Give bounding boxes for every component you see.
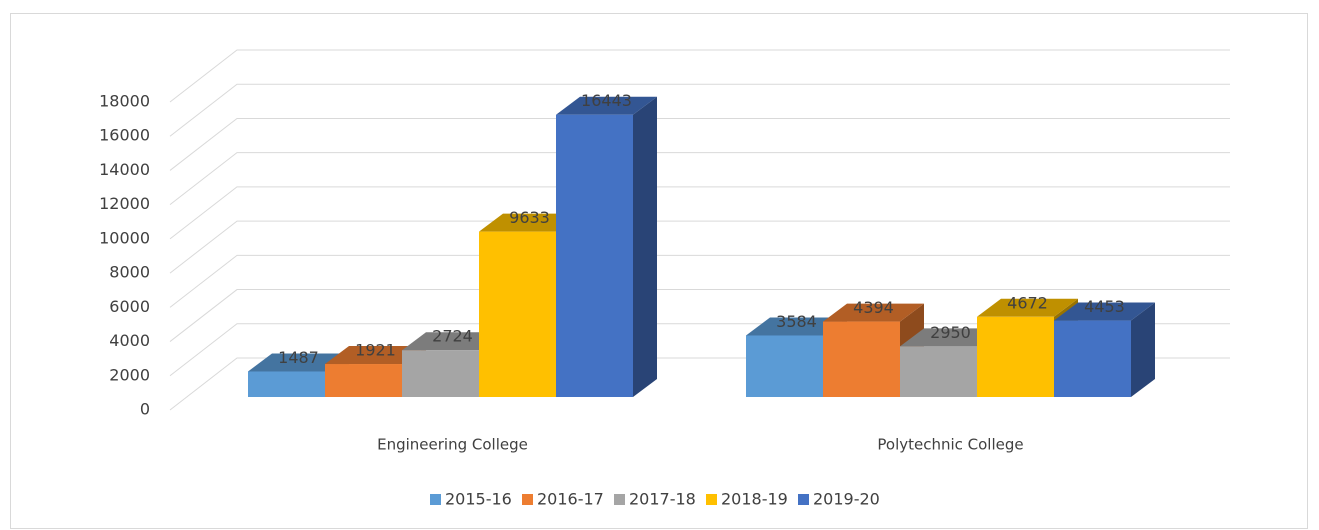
bar-top xyxy=(325,346,426,365)
grid-line xyxy=(169,49,1230,103)
bar xyxy=(977,316,1054,397)
grid-line xyxy=(169,152,1230,206)
bar-top xyxy=(479,213,580,232)
data-label: 4453 xyxy=(1084,297,1125,316)
bar-side xyxy=(633,96,657,397)
bar-top xyxy=(746,317,847,336)
data-label: 9633 xyxy=(509,208,550,227)
legend-label: 2015-16 xyxy=(445,490,512,509)
data-label: 1921 xyxy=(355,341,396,360)
y-tick-label: 18000 xyxy=(99,92,150,111)
bar xyxy=(823,321,900,397)
data-label: 2950 xyxy=(930,323,971,342)
bar xyxy=(479,231,556,397)
data-label: 16443 xyxy=(581,91,632,110)
bar xyxy=(900,346,977,397)
x-tick-label: Engineering College xyxy=(377,436,528,454)
y-tick-label: 14000 xyxy=(99,160,150,179)
grid-line xyxy=(169,220,1230,274)
grid-line xyxy=(169,83,1230,137)
bar-side xyxy=(1131,302,1155,397)
data-label: 2724 xyxy=(432,327,473,346)
bar-top xyxy=(1054,302,1155,321)
data-label: 4672 xyxy=(1007,293,1048,312)
y-tick-label: 6000 xyxy=(109,297,150,316)
grid-line xyxy=(169,254,1230,308)
y-tick-label: 12000 xyxy=(99,194,150,213)
bar xyxy=(402,350,479,397)
bar-top xyxy=(900,328,1001,347)
y-tick-label: 8000 xyxy=(109,263,150,282)
y-tick-label: 10000 xyxy=(99,228,150,247)
bar xyxy=(556,114,633,397)
legend-label: 2017-18 xyxy=(629,490,696,509)
data-label: 3584 xyxy=(776,312,817,331)
bar-top xyxy=(823,303,924,322)
bar xyxy=(1054,320,1131,397)
grid-line xyxy=(169,186,1230,240)
legend-label: 2018-19 xyxy=(721,490,788,509)
bar-top xyxy=(402,332,503,351)
y-tick-label: 4000 xyxy=(109,331,150,350)
data-label: 1487 xyxy=(278,348,319,367)
bar-top xyxy=(556,96,657,115)
y-tick-label: 2000 xyxy=(109,365,150,384)
chart-border xyxy=(10,13,1308,529)
legend-label: 2016-17 xyxy=(537,490,604,509)
legend-swatch xyxy=(430,494,441,505)
bar-top xyxy=(977,298,1078,317)
bar xyxy=(248,371,325,397)
grid-line xyxy=(169,289,1230,342)
bar-top xyxy=(248,353,349,372)
y-tick-label: 16000 xyxy=(99,126,150,145)
data-label: 4394 xyxy=(853,298,894,317)
y-tick-label: 0 xyxy=(140,400,150,419)
x-tick-label: Polytechnic College xyxy=(877,436,1023,454)
bar xyxy=(325,364,402,397)
legend-swatch xyxy=(614,494,625,505)
legend-swatch xyxy=(522,494,533,505)
grid-line xyxy=(169,117,1230,171)
bar xyxy=(746,335,823,397)
legend-swatch xyxy=(706,494,717,505)
legend-swatch xyxy=(798,494,809,505)
legend-label: 2019-20 xyxy=(813,490,880,509)
